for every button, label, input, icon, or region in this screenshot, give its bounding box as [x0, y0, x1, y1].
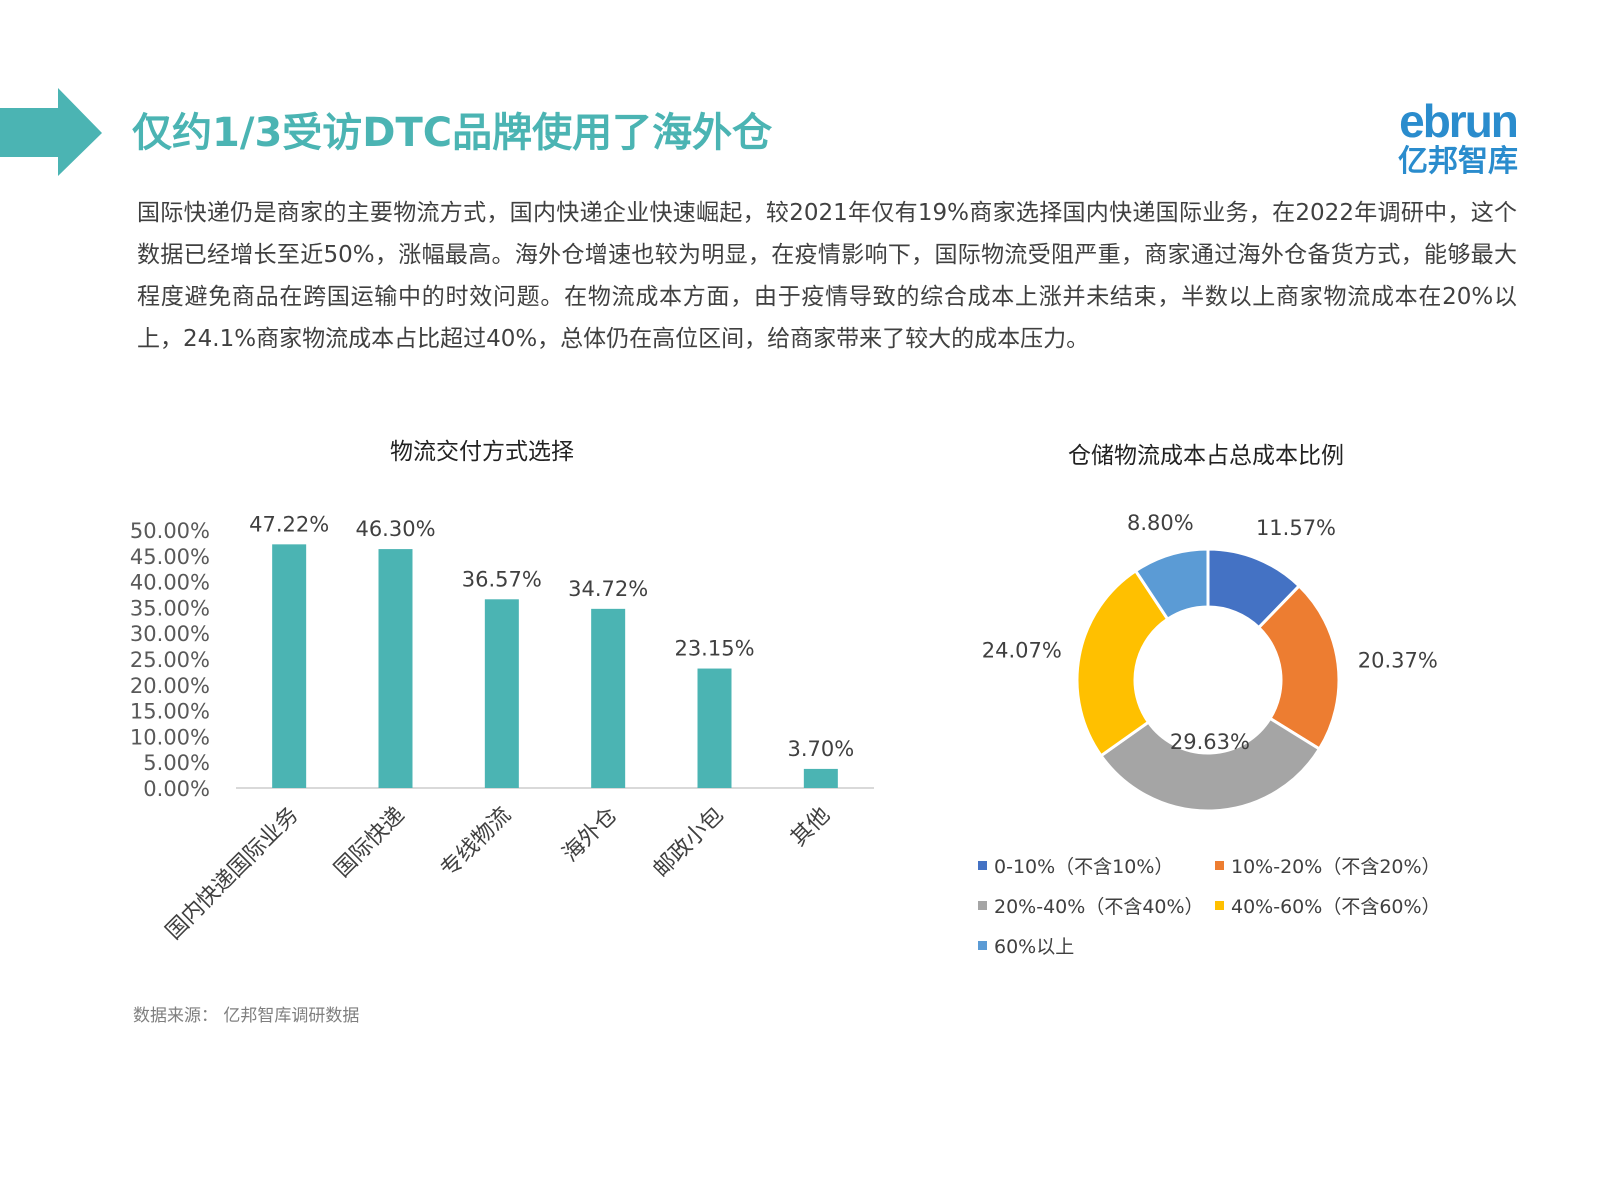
x-tick-label: 国际快递: [330, 803, 410, 883]
donut-slice: [1075, 568, 1170, 758]
x-tick-label: 国内快递国际业务: [161, 803, 303, 945]
bar: [378, 549, 413, 788]
legend-item: 40%-60%（不含60%）: [1215, 892, 1441, 919]
y-tick-label: 45.00%: [130, 545, 210, 569]
logo-text-cn: 亿邦智库: [1398, 144, 1518, 179]
donut-slice: [1256, 583, 1341, 752]
legend-item: 10%-20%（不含20%）: [1215, 852, 1441, 879]
x-tick-label: 专线物流: [436, 803, 516, 883]
legend-label: 20%-40%（不含40%）: [994, 896, 1204, 918]
logo-text-en: ebrun: [1399, 95, 1519, 147]
donut-value-label: 20.37%: [1358, 649, 1438, 673]
donut-value-label: 8.80%: [1127, 511, 1194, 535]
intro-paragraph: 国际快递仍是商家的主要物流方式，国内快递企业快速崛起，较2021年仅有19%商家…: [137, 200, 1517, 352]
x-tick-label: 海外仓: [558, 803, 622, 867]
donut-value-label: 29.63%: [1170, 730, 1250, 754]
page-title: 仅约1/3受访DTC品牌使用了海外仓: [132, 110, 773, 156]
bar-value-label: 36.57%: [462, 567, 542, 591]
y-tick-label: 35.00%: [130, 596, 210, 620]
header-arrow-icon: [0, 88, 102, 176]
bar-value-label: 23.15%: [674, 637, 754, 661]
y-tick-label: 10.00%: [130, 725, 210, 749]
brand-logo: ebrun 亿邦智库: [1388, 98, 1528, 180]
y-tick-label: 0.00%: [143, 777, 210, 801]
donut-value-label: 11.57%: [1256, 516, 1336, 540]
donut-slice: [1098, 716, 1322, 813]
y-tick-label: 20.00%: [130, 674, 210, 698]
bar: [591, 608, 626, 788]
legend-swatch: [978, 941, 987, 950]
bar: [803, 768, 838, 788]
legend-swatch: [1215, 861, 1224, 870]
legend-label: 40%-60%（不含60%）: [1231, 896, 1441, 918]
x-tick-label: 其他: [786, 803, 835, 852]
legend-item: 0-10%（不含10%）: [978, 852, 1173, 879]
bar-value-label: 47.22%: [249, 512, 329, 536]
x-tick-label: 邮政小包: [649, 803, 729, 883]
y-tick-label: 25.00%: [130, 648, 210, 672]
legend-swatch: [978, 901, 987, 910]
bar-chart-title: 物流交付方式选择: [390, 439, 574, 465]
legend-label: 60%以上: [994, 936, 1075, 958]
bar-value-label: 3.70%: [787, 737, 854, 761]
bar: [272, 544, 307, 788]
donut-value-label: 24.07%: [982, 639, 1062, 663]
legend-swatch: [978, 861, 987, 870]
donut-slice: [1133, 547, 1210, 622]
donut-chart-title: 仓储物流成本占总成本比例: [1068, 443, 1344, 469]
y-tick-label: 5.00%: [143, 751, 210, 775]
legend-label: 10%-20%（不含20%）: [1231, 856, 1441, 878]
legend-item: 20%-40%（不含40%）: [978, 892, 1204, 919]
bar: [697, 668, 732, 788]
y-tick-label: 30.00%: [130, 622, 210, 646]
y-tick-label: 40.00%: [130, 571, 210, 595]
data-source-note: 数据来源： 亿邦智库调研数据: [133, 1006, 360, 1026]
y-tick-label: 15.00%: [130, 700, 210, 724]
y-tick-label: 50.00%: [130, 519, 210, 543]
legend-label: 0-10%（不含10%）: [994, 856, 1174, 878]
legend-item: 60%以上: [978, 932, 1074, 959]
legend-swatch: [1215, 901, 1224, 910]
bar: [484, 599, 519, 788]
bar-value-label: 46.30%: [355, 517, 435, 541]
bar-value-label: 34.72%: [568, 577, 648, 601]
